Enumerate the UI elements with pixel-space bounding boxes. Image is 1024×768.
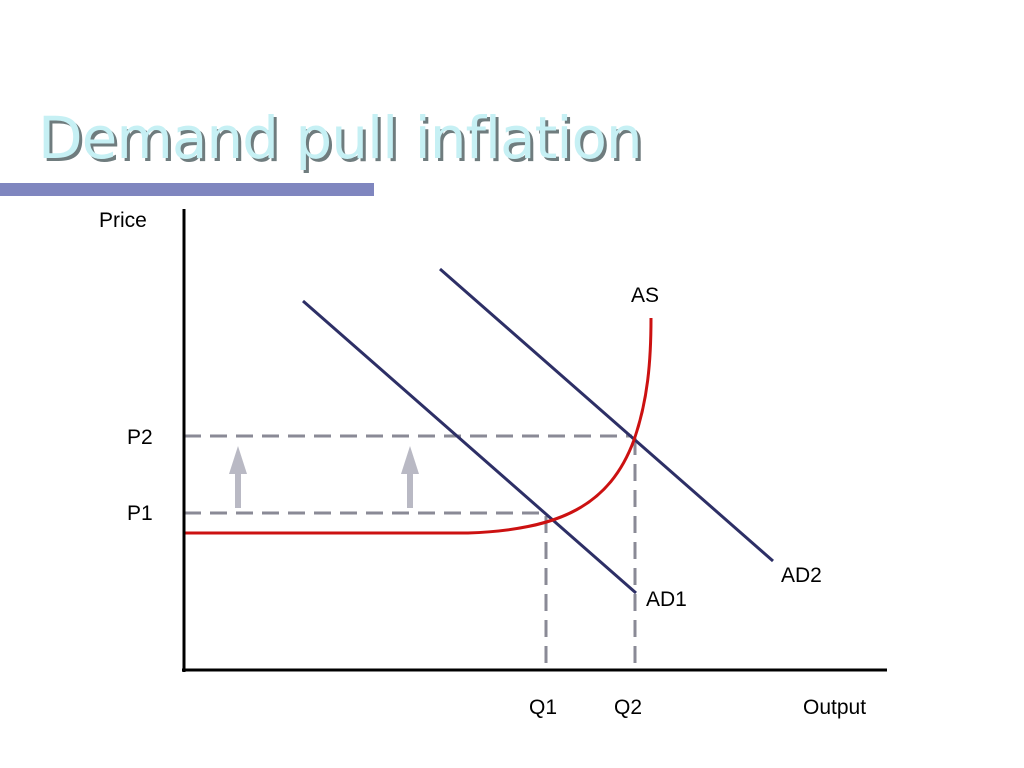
as-curve bbox=[184, 317, 653, 535]
ad2-curve bbox=[439, 267, 774, 563]
q1-label: Q1 bbox=[529, 696, 557, 719]
as-label: AS bbox=[631, 284, 659, 307]
ad1-label: AD1 bbox=[646, 588, 687, 611]
p2-label: P2 bbox=[127, 426, 153, 449]
x-axis-label: Output bbox=[803, 696, 866, 719]
p1-label: P1 bbox=[127, 502, 153, 525]
price-rise-arrow-right bbox=[401, 446, 419, 508]
slide-title: Demand pull inflation bbox=[38, 104, 643, 172]
q2-label: Q2 bbox=[614, 696, 642, 719]
price-rise-arrow-left bbox=[229, 446, 247, 508]
y-axis-label: Price bbox=[99, 209, 147, 232]
ad2-label: AD2 bbox=[781, 564, 822, 587]
ad1-curve bbox=[302, 299, 637, 595]
title-underline-bar bbox=[0, 183, 374, 196]
